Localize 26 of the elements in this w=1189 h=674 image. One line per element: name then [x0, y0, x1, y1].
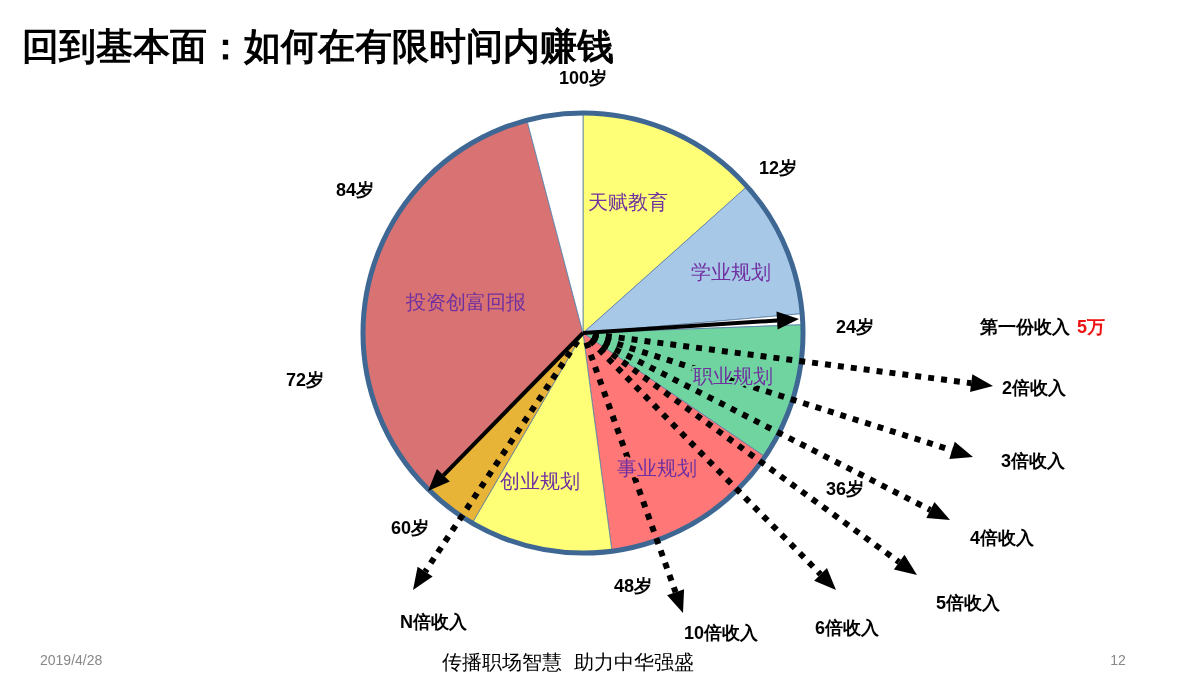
annotation: 5倍收入: [936, 593, 1000, 613]
annotation: 3倍收入: [1001, 451, 1065, 471]
annotation: 84岁: [336, 180, 374, 200]
annotation: 24岁: [836, 317, 874, 337]
slice-label: 事业规划: [616, 457, 697, 480]
annotation: 4倍收入: [970, 528, 1034, 548]
annotation: 第一份收入: [980, 317, 1070, 337]
annotation: 5万: [1077, 317, 1105, 337]
annotation: 2倍收入: [1002, 378, 1066, 398]
slice-label: 投资创富回报: [404, 291, 526, 314]
annotation: 48岁: [614, 576, 652, 596]
slice-label: 天赋教育: [588, 191, 669, 214]
slice-label: 创业规划: [499, 469, 580, 492]
annotation: 100岁: [559, 68, 607, 88]
annotation: N倍收入: [400, 612, 467, 632]
slice-label: 学业规划: [691, 260, 772, 283]
annotation: 36岁: [826, 479, 864, 499]
chart-title: 回到基本面：如何在有限时间内赚钱: [22, 25, 614, 67]
annotation: 传播职场智慧 助力中华强盛: [442, 651, 694, 673]
annotation: 10倍收入: [684, 623, 759, 643]
annotation: 60岁: [391, 518, 429, 538]
annotation: 2019/4/28: [40, 652, 103, 668]
annotation: 12岁: [759, 158, 797, 178]
annotation: 72岁: [286, 370, 324, 390]
annotation: 6倍收入: [815, 618, 879, 638]
annotation: 12: [1110, 652, 1126, 668]
